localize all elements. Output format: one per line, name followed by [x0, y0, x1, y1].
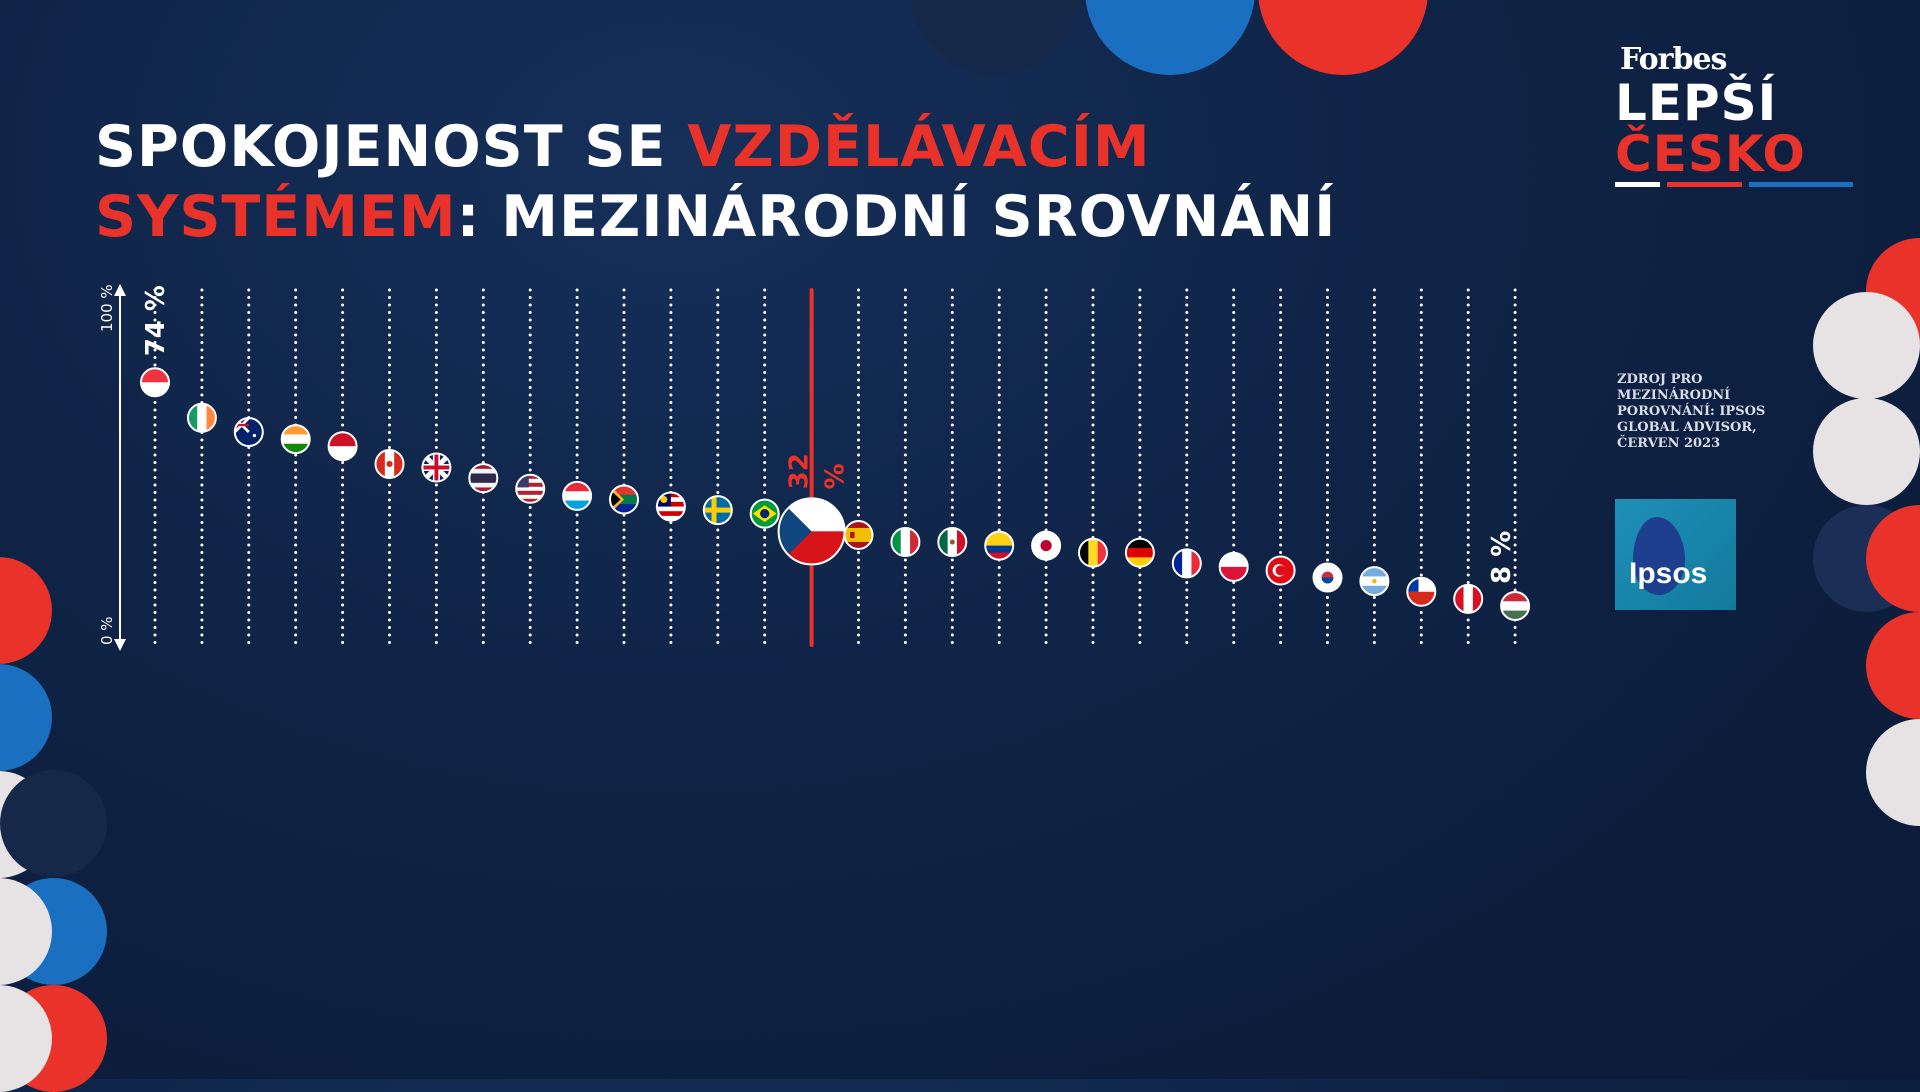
ipsos-logo: Ipsos — [1615, 499, 1736, 610]
ipsos-head-icon — [1633, 517, 1685, 595]
data-label-highlight: 32 — [785, 453, 815, 489]
forbes-logo: Forbes — [1620, 42, 1727, 77]
data-point flag-south-africa-icon — [609, 484, 639, 515]
data-point flag-ireland-icon — [186, 402, 217, 433]
data-point flag-argentina-icon — [1359, 566, 1390, 597]
data-point flag-canada-icon — [374, 448, 405, 479]
data-point flag-germany-icon — [1124, 537, 1155, 568]
title-part-4: : MEZINÁRODNÍ SROVNÁNÍ — [456, 184, 1337, 250]
brand-line-2: ČESKO — [1615, 125, 1806, 183]
y-axis-arrow-up — [114, 284, 126, 296]
data-label-first: 74 % — [141, 285, 171, 356]
data-point flag-indonesia-icon — [327, 431, 358, 462]
page-title: SPOKOJENOST SE VZDĚLÁVACÍM SYSTÉMEM: MEZ… — [95, 112, 1336, 252]
data-point flag-australia-icon — [233, 417, 264, 447]
data-point flag-india-icon — [280, 424, 311, 455]
data-point flag-mexico-icon — [937, 527, 968, 558]
data-point flag-turkey-icon — [1265, 555, 1296, 586]
decor-circle-light — [1813, 398, 1920, 505]
data-point flag-france-icon — [1171, 548, 1202, 579]
y-tick-label: 0 % — [98, 616, 116, 645]
data-point flag-hungary-icon — [1500, 590, 1531, 621]
source-note: ZDROJ PRO MEZINÁRODNÍ POROVNÁNÍ: IPSOS G… — [1617, 372, 1766, 451]
data-point flag-great-britain-icon — [421, 452, 452, 483]
data-point flag-peru-icon — [1453, 583, 1484, 614]
data-point flag-chile-icon — [1406, 576, 1437, 607]
decor-circle-light — [1813, 292, 1920, 399]
brand-logo: Forbes LEPŠÍ ČESKO — [1615, 42, 1875, 190]
data-point flag-brazil-icon — [749, 498, 780, 529]
title-part-1: SPOKOJENOST SE — [95, 114, 688, 180]
y-axis-arrow-down — [114, 639, 126, 651]
data-point flag-japan-icon — [1031, 530, 1062, 561]
decor-circle-dark — [0, 770, 107, 877]
data-label-last: 8 % — [1487, 531, 1517, 584]
brand-line-1: LEPŠÍ — [1615, 74, 1778, 132]
data-point flag-spain-icon — [843, 519, 874, 550]
data-point flag-luxembourg-icon — [562, 480, 593, 511]
data-point flag-sweden-icon — [702, 495, 733, 526]
data-point flag-italy-icon — [890, 527, 921, 558]
y-tick-label: 100 % — [98, 284, 116, 332]
data-point flag-czech-republic-icon — [777, 497, 846, 566]
data-point flag-belgium-icon — [1078, 537, 1108, 568]
ipsos-logo-text: Ipsos — [1629, 557, 1708, 590]
data-point flag-singapore-icon — [140, 367, 170, 398]
data-point flag-malaysia-icon — [655, 491, 686, 522]
data-point flag-south-korea-icon — [1312, 562, 1343, 593]
data-point flag-colombia-icon — [984, 530, 1015, 561]
data-point flag-united-states-icon — [515, 473, 546, 504]
title-highlight-2: SYSTÉMEM — [95, 184, 457, 250]
data-point flag-poland-icon — [1218, 551, 1249, 582]
brand-underline — [1615, 182, 1875, 190]
data-label-highlight-unit: % — [821, 463, 851, 489]
data-point flag-thailand-icon — [468, 463, 499, 494]
title-highlight-1: VZDĚLÁVACÍM — [687, 114, 1151, 180]
